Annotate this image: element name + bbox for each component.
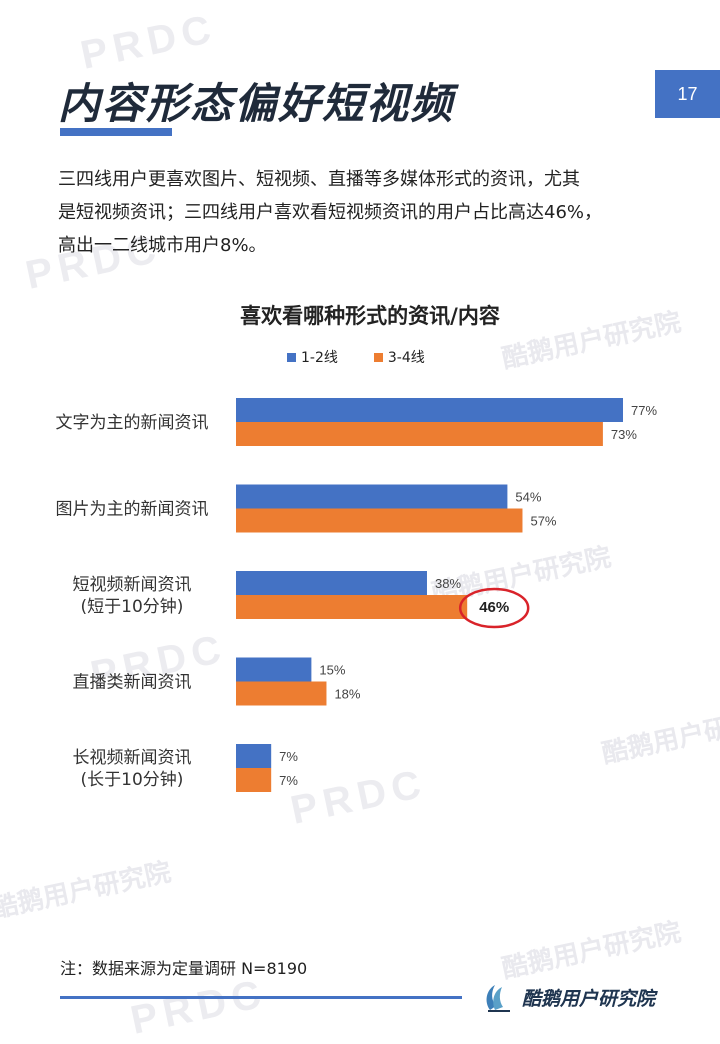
category-label: 短视频新闻资讯 bbox=[73, 575, 192, 595]
legend-swatch-series1 bbox=[287, 352, 296, 362]
data-label: 7% bbox=[279, 773, 298, 788]
watermark-brand: 酷鹅用户研究院 bbox=[499, 917, 684, 985]
description-text: 三四线用户更喜欢图片、短视频、直播等多媒体形式的资讯，尤其 是短视频资讯；三四线… bbox=[58, 163, 668, 262]
data-label: 54% bbox=[515, 490, 541, 505]
description-line: 三四线用户更喜欢图片、短视频、直播等多媒体形式的资讯，尤其 bbox=[58, 169, 580, 190]
category-label: 长视频新闻资讯 bbox=[73, 748, 192, 768]
legend-item-series1: 1-2线 bbox=[287, 347, 338, 367]
highlight-circle bbox=[458, 587, 530, 629]
bar-series2 bbox=[236, 681, 327, 706]
data-label: 77% bbox=[631, 403, 657, 418]
bar-series2 bbox=[236, 422, 603, 446]
data-source-note: 注：数据来源为定量调研 N=8190 bbox=[60, 959, 308, 978]
legend-label-series2: 3-4线 bbox=[387, 350, 425, 366]
watermark-prdc: PRDC bbox=[76, 6, 221, 78]
bar-series2 bbox=[236, 595, 468, 619]
footer-logo-text: 酷鹅用户研究院 bbox=[522, 987, 656, 1010]
bar-series1 bbox=[236, 484, 508, 509]
footer-line bbox=[60, 996, 462, 999]
bar-series1 bbox=[236, 571, 427, 595]
data-label: 38% bbox=[435, 576, 461, 591]
page-number-badge: 17 bbox=[655, 70, 720, 118]
data-label: 18% bbox=[334, 687, 360, 702]
legend-swatch-series2 bbox=[373, 352, 383, 362]
data-label: 73% bbox=[611, 427, 637, 442]
data-label: 57% bbox=[530, 514, 556, 529]
category-label: (长于10分钟) bbox=[81, 770, 184, 790]
legend-item-series2: 3-4线 bbox=[373, 347, 425, 367]
description-line: 是短视频资讯；三四线用户喜欢看短视频资讯的用户占比高达46%， bbox=[58, 202, 603, 223]
data-label: 7% bbox=[279, 749, 298, 764]
bar-series2 bbox=[236, 508, 523, 533]
description-line: 高出一二线城市用户8%。 bbox=[58, 235, 267, 256]
category-label: 图片为主的新闻资讯 bbox=[56, 500, 209, 520]
page-title: 内容形态偏好短视频 bbox=[58, 79, 455, 128]
bar-series1 bbox=[236, 398, 623, 422]
bar-series1 bbox=[236, 744, 272, 768]
category-label: 直播类新闻资讯 bbox=[73, 673, 192, 693]
watermark-brand: 酷鹅用户研究院 bbox=[0, 857, 174, 925]
bar-chart: 文字为主的新闻资讯 77% 73% 图片为主的新闻资讯 54% 57% 短视频新闻资讯(短于… bbox=[56, 398, 657, 792]
category-label: 文字为主的新闻资讯 bbox=[56, 413, 209, 433]
data-label: 15% bbox=[319, 663, 345, 678]
chart-legend: 1-2线 3-4线 bbox=[287, 347, 425, 367]
bar-series2 bbox=[236, 768, 272, 792]
bar-series1 bbox=[236, 657, 312, 682]
goose-logo-icon bbox=[486, 985, 510, 1012]
legend-label-series1: 1-2线 bbox=[301, 350, 338, 366]
footer-logo: 酷鹅用户研究院 bbox=[482, 982, 655, 1012]
title-underline bbox=[60, 128, 172, 136]
category-label: (短于10分钟) bbox=[81, 597, 184, 617]
watermark-prdc: PRDC bbox=[126, 971, 271, 1043]
data-label: 46% bbox=[479, 599, 509, 616]
chart-title: 喜欢看哪种形式的资讯/内容 bbox=[240, 304, 500, 328]
